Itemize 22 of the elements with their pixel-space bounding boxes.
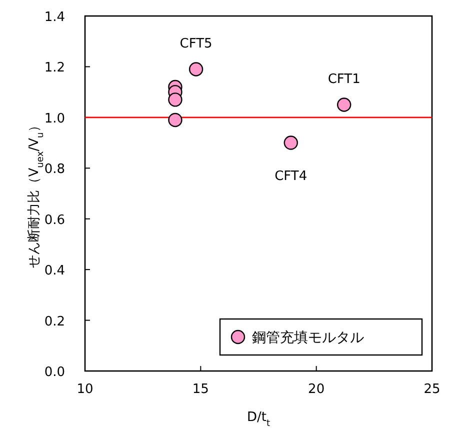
- x-tick-label: 25: [424, 382, 440, 397]
- point: [168, 92, 182, 107]
- annotation: CFT4: [274, 168, 308, 184]
- annotation: CFT5: [180, 36, 212, 52]
- legend-label: 鋼管充填モルタル: [252, 330, 364, 346]
- y-tick-label: 0.2: [44, 314, 65, 330]
- x-tick-label: 15: [192, 382, 209, 397]
- y-tick-label: 0.4: [44, 264, 65, 279]
- annotation: CFT1: [328, 72, 360, 87]
- y-tick-label: 0.6: [44, 212, 65, 228]
- y-tick-label: 0.0: [44, 365, 65, 380]
- x-axis-title: D/t$_{t}$: [246, 410, 270, 429]
- point: [284, 136, 298, 150]
- x-tick-label: 20: [308, 382, 325, 397]
- y-tick-label: 1.4: [44, 10, 65, 25]
- point: [188, 62, 204, 76]
- point: [336, 98, 352, 112]
- y-tick-label: 1.2: [44, 60, 65, 76]
- point: [168, 112, 182, 128]
- y-tick-label: 0.8: [44, 162, 65, 178]
- x-tick-label: 10: [76, 382, 94, 397]
- y-tick-label: 1.0: [44, 111, 65, 126]
